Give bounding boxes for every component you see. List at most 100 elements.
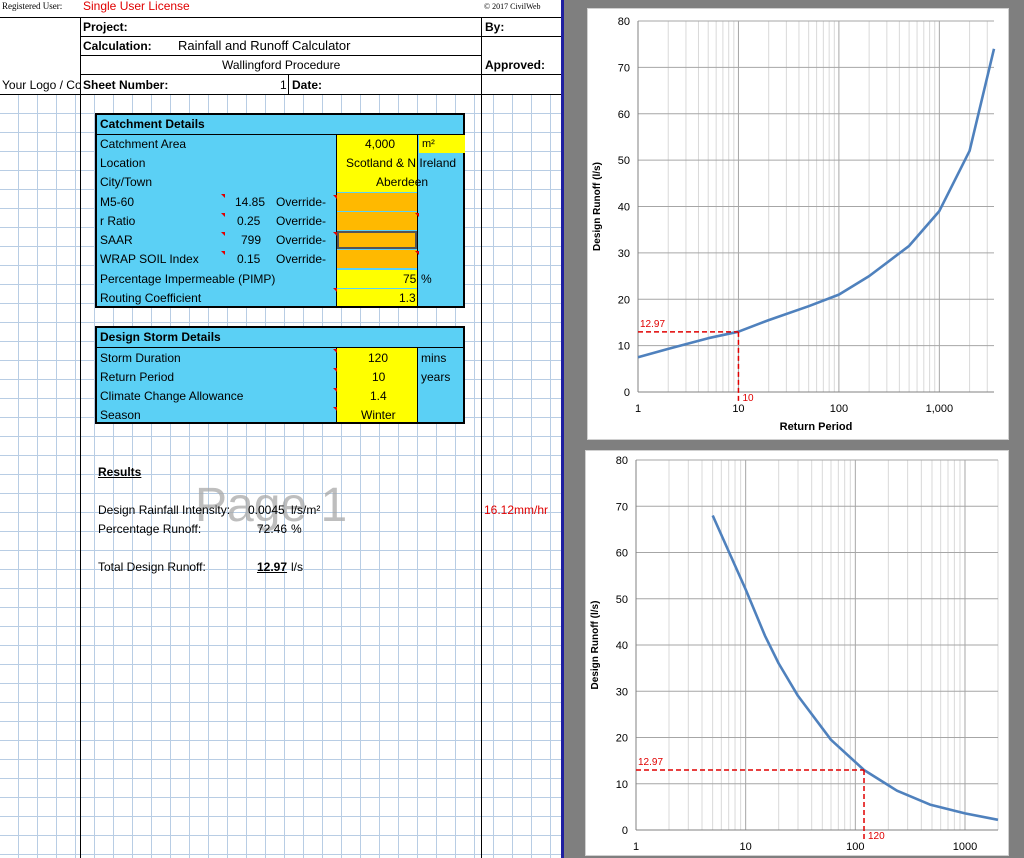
x-tick-label: 1,000 [926,403,954,415]
header-rule-v1 [80,17,81,858]
runoff-series-line [637,48,996,359]
pimp-unit: % [421,272,432,286]
season-value[interactable]: Winter [361,408,396,422]
y-tick-label: 70 [618,62,630,74]
procedure-text: Wallingford Procedure [222,58,341,72]
wrap-label: WRAP SOIL Index [100,252,199,266]
header-rule-v3 [288,74,289,94]
comment-marker-icon [221,194,225,198]
storm-duration-chart[interactable]: 1 10 100 1000 0 10 20 30 40 50 60 70 80 12.97 120 Desig… [585,450,1009,856]
comment-marker-icon [333,195,337,199]
climate-value[interactable]: 1.4 [370,389,387,403]
approved-label: Approved: [485,58,545,72]
x-tick-label: 1000 [953,841,977,853]
header-rule-v2 [481,17,482,858]
duration-value[interactable]: 120 [368,351,389,365]
page-watermark: Page 1 [195,479,348,532]
return-period-label: Return Period [100,370,175,384]
city-label: City/Town [100,175,153,189]
total-runoff-value: 12.97 [257,560,288,574]
rratio-label: r Ratio [100,214,136,228]
saar-label: SAAR [100,233,133,247]
y-tick-label: 10 [616,779,628,791]
wrap-override-input[interactable] [337,250,417,268]
storm-divider-2 [336,348,337,422]
x-tick-label: 10 [732,403,744,415]
y-axis-title: Design Runoff (l/s) [590,601,601,690]
storm-input-column [337,348,417,422]
wrap-value: 0.15 [237,252,261,266]
y-tick-label: 60 [618,109,630,121]
climate-label: Climate Change Allowance [100,389,244,403]
pimp-value[interactable]: 75 [403,272,417,286]
date-label: Date: [292,78,323,92]
city-value[interactable]: Aberdeen [376,175,429,189]
catchment-input-column [337,135,417,192]
catchment-title: Catchment Details [97,115,463,135]
rratio-override-input[interactable] [337,212,417,230]
m560-label: M5-60 [100,195,135,209]
marker-y-label: 12.97 [640,319,665,330]
m560-override-input[interactable] [337,193,417,211]
marker-x-label: 120 [868,831,885,842]
page-break-line [561,0,564,858]
runoff-series-line [711,514,999,822]
x-tick-label: 100 [846,841,864,853]
m560-override-label: Override- [276,195,327,209]
storm-duration-chart-svg: 1 10 100 1000 0 10 20 30 40 50 60 70 80 12.97 120 Desig… [590,455,999,853]
comment-marker-icon [333,407,337,411]
y-axis-title: Design Runoff (l/s) [592,162,603,251]
return-period-unit: years [421,370,451,384]
sheet-number-value: 1 [280,78,287,92]
rratio-value: 0.25 [237,214,261,228]
design-storm-table: Design Storm Details Storm Duration 120 … [95,326,465,424]
copyright-text: © 2017 CivilWeb [484,2,541,11]
y-tick-label: 80 [616,455,628,467]
results-title: Results [98,465,142,479]
comment-marker-icon [333,232,337,236]
y-tick-label: 70 [616,501,628,513]
area-unit: m² [422,138,435,150]
license-text: Single User License [83,0,190,13]
y-tick-label: 30 [616,686,628,698]
x-tick-label: 1 [633,841,639,853]
comment-marker-icon [415,213,419,217]
saar-override-input[interactable] [337,231,417,249]
y-tick-label: 40 [618,202,630,214]
return-period-chart[interactable]: 1101001,00010,0000102030405060708012.971… [587,8,1024,440]
x-tick-label: 100 [830,403,848,415]
saar-override-label: Override- [276,233,327,247]
y-tick-label: 0 [624,387,630,399]
spreadsheet-area[interactable]: Registered User: Single User License © 2… [0,0,561,858]
comment-marker-icon [333,288,337,292]
location-value[interactable]: Scotland & N Ireland [346,156,457,170]
y-tick-label: 50 [616,594,628,606]
comment-marker-icon [333,388,337,392]
saar-value: 799 [241,233,262,247]
routing-value[interactable]: 1.3 [399,291,416,305]
comment-marker-icon [221,232,225,236]
storm-divider [417,348,418,422]
comment-marker-icon [415,251,419,255]
catchment-divider-2 [336,135,337,306]
catchment-details-table: Catchment Details Catchment Area 4,000 m… [95,113,465,308]
logo-placeholder: Your Logo / Co [2,78,80,92]
routing-input-cell[interactable] [337,289,417,306]
pimp-input-cell[interactable] [337,270,417,288]
y-tick-label: 50 [618,155,630,167]
comment-marker-icon [221,213,225,217]
comment-marker-icon [221,251,225,255]
rratio-override-label: Override- [276,214,327,228]
comment-marker-icon [333,349,337,353]
by-label: By: [485,20,505,34]
header-rule-3 [80,55,481,56]
y-tick-label: 20 [618,294,630,306]
area-value[interactable]: 4,000 [365,137,396,151]
intensity-unit: l/s/m² [291,503,321,517]
y-tick-label: 0 [622,825,628,837]
return-period-value[interactable]: 10 [372,370,386,384]
header-rule-5 [0,94,561,95]
intensity-alt-value: 16.12mm/hr [484,503,549,517]
project-label: Project: [83,20,128,34]
total-runoff-label: Total Design Runoff: [98,560,206,574]
